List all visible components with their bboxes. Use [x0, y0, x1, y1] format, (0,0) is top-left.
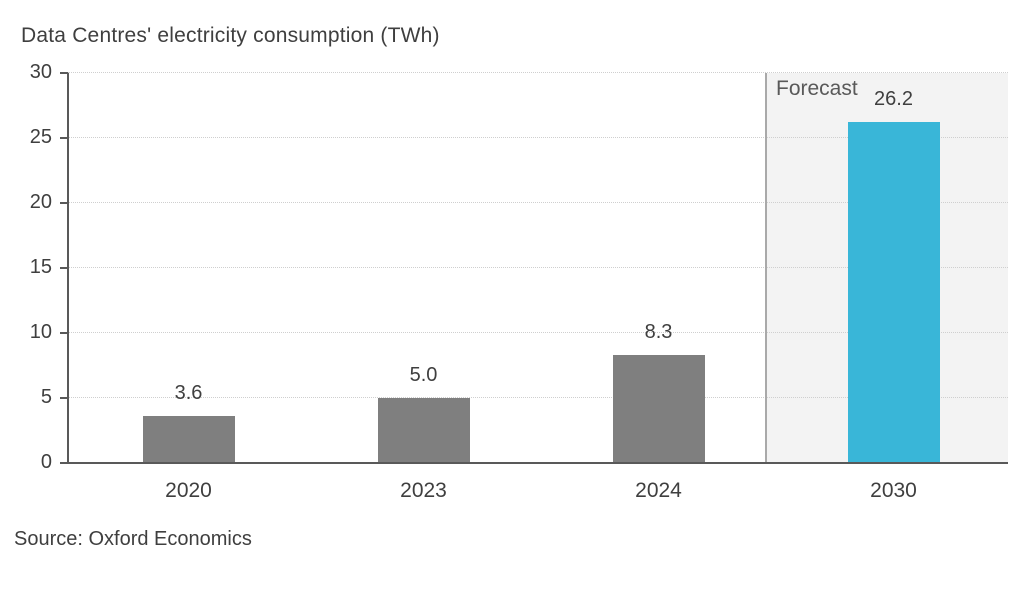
y-tick-label: 0	[40, 451, 52, 473]
y-axis-tick	[60, 202, 68, 204]
x-tick-label: 2030	[870, 479, 917, 502]
bar-2023	[377, 398, 470, 462]
bar-2024	[612, 355, 705, 462]
gridline	[68, 332, 1008, 333]
y-tick-label: 20	[29, 191, 52, 213]
y-tick-label: 25	[29, 126, 52, 148]
bar-value-label: 8.3	[644, 321, 673, 344]
chart-title: Data Centres' electricity consumption (T…	[21, 24, 440, 47]
y-axis-tick	[60, 137, 68, 139]
forecast-divider	[765, 73, 767, 463]
forecast-label: Forecast	[776, 77, 858, 100]
y-axis-tick	[60, 267, 68, 269]
y-tick-label: 30	[29, 61, 52, 83]
y-axis-line	[67, 73, 69, 463]
gridline	[68, 202, 1008, 203]
x-tick-label: 2024	[635, 479, 682, 502]
bar-2020	[142, 416, 235, 462]
bar-value-label: 26.2	[874, 88, 913, 111]
x-axis-line	[60, 462, 1008, 464]
gridline	[68, 397, 1008, 398]
gridline	[68, 267, 1008, 268]
bar-value-label: 5.0	[409, 364, 438, 386]
y-axis-tick	[60, 332, 68, 334]
x-tick-label: 2023	[400, 479, 447, 502]
gridline	[68, 72, 1008, 73]
y-axis-tick	[60, 72, 68, 74]
source-note: Source: Oxford Economics	[14, 528, 252, 550]
y-tick-label: 15	[29, 256, 52, 278]
x-tick-label: 2020	[165, 479, 212, 502]
y-axis-tick	[60, 397, 68, 399]
y-tick-label: 5	[40, 386, 52, 408]
gridline	[68, 137, 1008, 138]
bar-value-label: 3.6	[174, 382, 203, 405]
y-tick-label: 10	[29, 321, 52, 343]
bar-forecast-2030	[847, 122, 940, 462]
